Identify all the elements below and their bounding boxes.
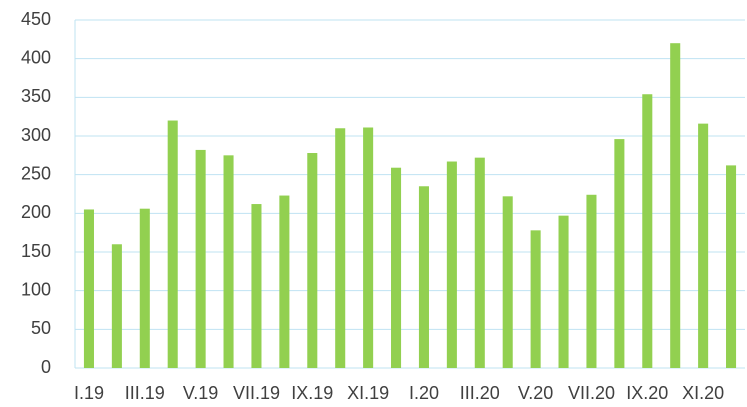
bar — [670, 43, 681, 368]
bar — [558, 215, 569, 368]
bar — [474, 157, 485, 368]
y-tick-label: 150 — [21, 241, 51, 261]
y-tick-label: 450 — [21, 9, 51, 29]
bar — [307, 153, 318, 368]
x-tick-label: V.20 — [518, 383, 553, 403]
y-tick-label: 300 — [21, 125, 51, 145]
bar — [446, 161, 457, 368]
x-tick-label: XI.20 — [682, 383, 724, 403]
y-tick-label: 100 — [21, 279, 51, 299]
bar — [363, 127, 374, 368]
bar — [614, 139, 625, 368]
x-tick-label: VII.20 — [568, 383, 615, 403]
bar — [111, 244, 122, 368]
x-tick-label: IX.20 — [626, 383, 668, 403]
bar — [335, 128, 346, 368]
x-tick-label: III.20 — [460, 383, 500, 403]
bar — [251, 204, 262, 368]
x-tick-label: XI.19 — [347, 383, 389, 403]
y-tick-label: 0 — [41, 357, 51, 377]
y-tick-label: 350 — [21, 86, 51, 106]
y-tick-label: 250 — [21, 163, 51, 183]
bar — [83, 209, 94, 368]
bar — [167, 120, 178, 369]
bar — [642, 94, 653, 369]
bar — [530, 230, 541, 368]
x-tick-label: I.19 — [74, 383, 104, 403]
bar — [726, 165, 737, 368]
bar — [223, 155, 234, 368]
bar — [139, 208, 150, 368]
y-tick-label: 400 — [21, 47, 51, 67]
bar — [502, 196, 513, 368]
x-tick-label: III.19 — [125, 383, 165, 403]
bar — [279, 195, 290, 368]
bar — [586, 194, 597, 368]
bar — [195, 149, 206, 368]
x-tick-label: V.19 — [183, 383, 218, 403]
bar — [698, 123, 709, 368]
y-tick-label: 200 — [21, 202, 51, 222]
bar — [391, 167, 402, 368]
x-tick-label: IX.19 — [291, 383, 333, 403]
bar — [418, 186, 429, 368]
x-tick-label: I.20 — [409, 383, 439, 403]
y-tick-label: 50 — [31, 318, 51, 338]
x-tick-label: VII.19 — [233, 383, 280, 403]
